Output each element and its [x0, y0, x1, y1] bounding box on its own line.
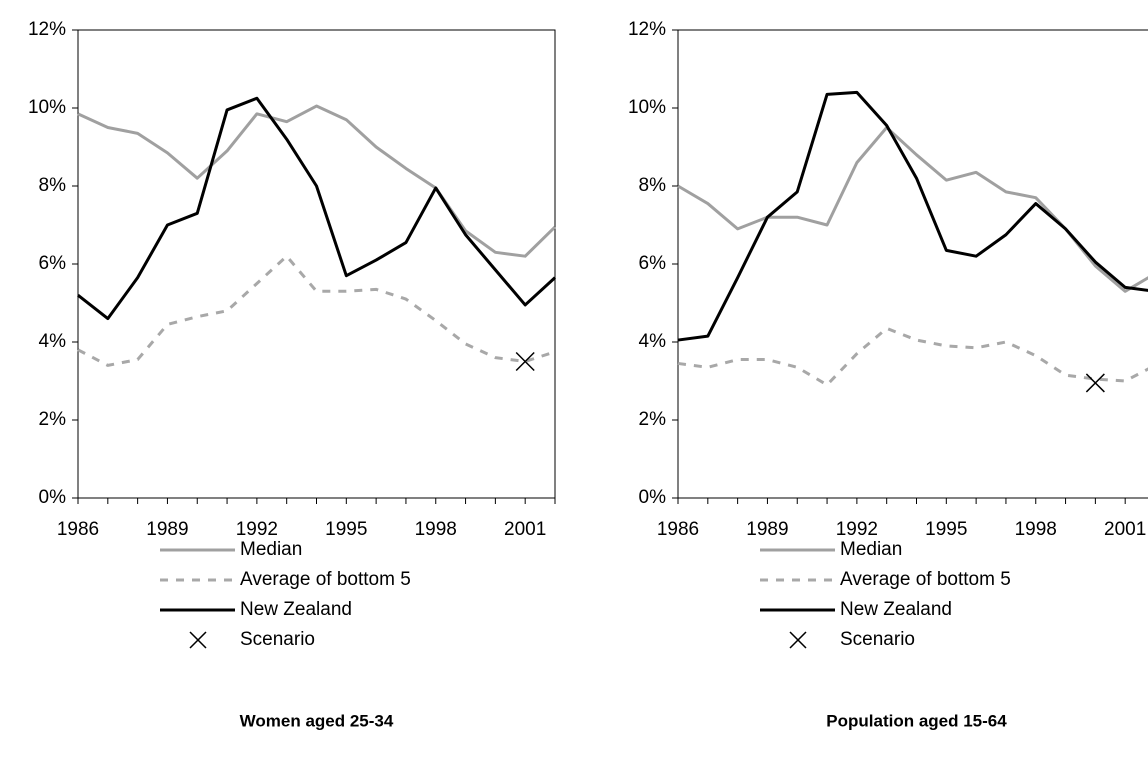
x-tick-label: 1998 — [1015, 519, 1057, 540]
series-line — [77, 254, 556, 367]
y-tick-label: 10% — [28, 97, 66, 118]
legend-label: Median — [840, 539, 902, 560]
title: Women aged 25-34 — [240, 711, 394, 730]
x-tick-label: 1998 — [415, 519, 457, 540]
x-tick-label: 1986 — [57, 519, 99, 540]
y-tick-label: 12% — [28, 19, 66, 40]
y-tick-label: 8% — [639, 175, 667, 196]
y-tick-label: 2% — [39, 409, 67, 430]
legend-label: Average of bottom 5 — [240, 569, 411, 590]
y-tick-label: 10% — [628, 97, 666, 118]
x-tick-label: 1992 — [236, 519, 278, 540]
x-tick-label: 1995 — [325, 519, 367, 540]
y-tick-label: 2% — [639, 409, 667, 430]
chart: 0% 2% 4% 6% 8% 10% 12% 1986 1989 1992 1995 1998 2001… — [628, 19, 1148, 730]
x-tick-label: 1989 — [146, 519, 188, 540]
y-tick-label: 6% — [39, 253, 67, 274]
y-tick-label: 4% — [39, 331, 67, 352]
y-tick-label: 0% — [639, 487, 667, 508]
chart: 0% 2% 4% 6% 8% 10% 12% 1986 1989 1992 1995 1998 2001… — [28, 19, 557, 730]
plot-area — [677, 29, 1148, 499]
x-tick-label: 1992 — [836, 519, 878, 540]
legend-label: Scenario — [840, 629, 915, 650]
legend-marker — [189, 631, 207, 649]
series-line — [77, 96, 557, 321]
legend-label: New Zealand — [240, 599, 352, 620]
series-line — [77, 104, 557, 258]
series-line — [677, 126, 1148, 293]
y-tick-label: 0% — [39, 487, 67, 508]
legend-label: Scenario — [240, 629, 315, 650]
y-tick-label: 4% — [639, 331, 667, 352]
x-tick-label: 1986 — [657, 519, 699, 540]
x-tick-label: 2001 — [1104, 519, 1146, 540]
plot-area — [77, 29, 556, 499]
legend-label: Median — [240, 539, 302, 560]
legend-marker — [789, 631, 807, 649]
y-tick-label: 12% — [628, 19, 666, 40]
y-tick-label: 8% — [39, 175, 67, 196]
x-tick-label: 1995 — [925, 519, 967, 540]
legend-label: New Zealand — [840, 599, 952, 620]
x-tick-label: 1989 — [746, 519, 788, 540]
series-line — [677, 326, 1148, 387]
scenario-marker — [1085, 373, 1105, 393]
x-tick-label: 2001 — [504, 519, 546, 540]
series-line — [677, 90, 1148, 342]
scenario-marker — [515, 351, 535, 372]
legend-label: Average of bottom 5 — [840, 569, 1011, 590]
title: Population aged 15-64 — [826, 711, 1007, 730]
y-tick-label: 6% — [639, 253, 667, 274]
